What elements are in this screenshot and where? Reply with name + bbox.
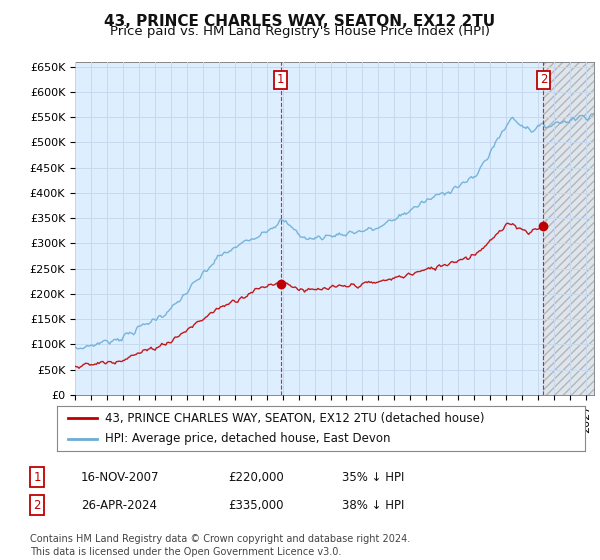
Text: Price paid vs. HM Land Registry's House Price Index (HPI): Price paid vs. HM Land Registry's House … — [110, 25, 490, 38]
Text: 1: 1 — [34, 470, 41, 484]
Bar — [544, 62, 594, 395]
Text: £335,000: £335,000 — [228, 498, 284, 512]
Text: 1: 1 — [277, 73, 284, 86]
Text: 43, PRINCE CHARLES WAY, SEATON, EX12 2TU (detached house): 43, PRINCE CHARLES WAY, SEATON, EX12 2TU… — [104, 412, 484, 424]
Text: 43, PRINCE CHARLES WAY, SEATON, EX12 2TU: 43, PRINCE CHARLES WAY, SEATON, EX12 2TU — [104, 14, 496, 29]
Text: 2: 2 — [34, 498, 41, 512]
Text: 16-NOV-2007: 16-NOV-2007 — [81, 470, 160, 484]
Text: 26-APR-2024: 26-APR-2024 — [81, 498, 157, 512]
Bar — [544, 62, 594, 395]
Text: £220,000: £220,000 — [228, 470, 284, 484]
Text: 35% ↓ HPI: 35% ↓ HPI — [342, 470, 404, 484]
Text: Contains HM Land Registry data © Crown copyright and database right 2024.
This d: Contains HM Land Registry data © Crown c… — [30, 534, 410, 557]
Text: 2: 2 — [539, 73, 547, 86]
Text: HPI: Average price, detached house, East Devon: HPI: Average price, detached house, East… — [104, 432, 390, 445]
Text: 38% ↓ HPI: 38% ↓ HPI — [342, 498, 404, 512]
